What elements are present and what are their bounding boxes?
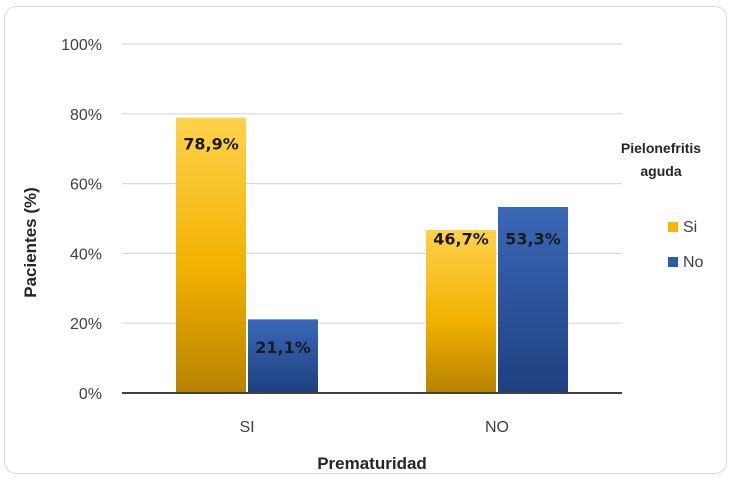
y-tick-label: 20% [70,316,102,333]
x-axis-tick-labels: SI NO [239,419,509,436]
legend-swatch-no [668,257,678,267]
y-axis-title: Pacientes (%) [21,187,40,298]
y-tick-label: 40% [70,246,102,263]
legend-label: No [683,254,704,271]
legend-label: Si [683,219,697,236]
bars [176,117,568,393]
legend-swatch-si [668,222,678,232]
y-axis-tick-labels: 0% 20% 40% 60% 80% 100% [61,37,102,403]
legend-title: aguda [640,163,681,179]
data-label: 21,1% [255,338,311,357]
y-tick-label: 60% [70,177,102,194]
data-label: 53,3% [505,230,561,249]
y-tick-label: 80% [70,107,102,124]
legend-title: Pielonefritis [621,140,701,156]
data-labels: 78,9% 21,1% 46,7% 53,3% [183,135,561,357]
x-tick-label: NO [485,419,509,436]
x-tick-label: SI [239,419,254,436]
chart-frame [4,6,727,474]
bar-si-no [426,230,496,393]
data-label: 46,7% [433,230,489,249]
x-axis-title: Prematuridad [317,454,427,473]
bar-no-si [248,319,318,393]
bar-no-no [498,206,568,393]
bar-si-si [176,117,246,393]
y-tick-label: 0% [79,386,102,403]
legend: Pielonefritis aguda Si No [621,140,704,271]
data-label: 78,9% [183,135,239,154]
y-tick-label: 100% [61,37,102,54]
